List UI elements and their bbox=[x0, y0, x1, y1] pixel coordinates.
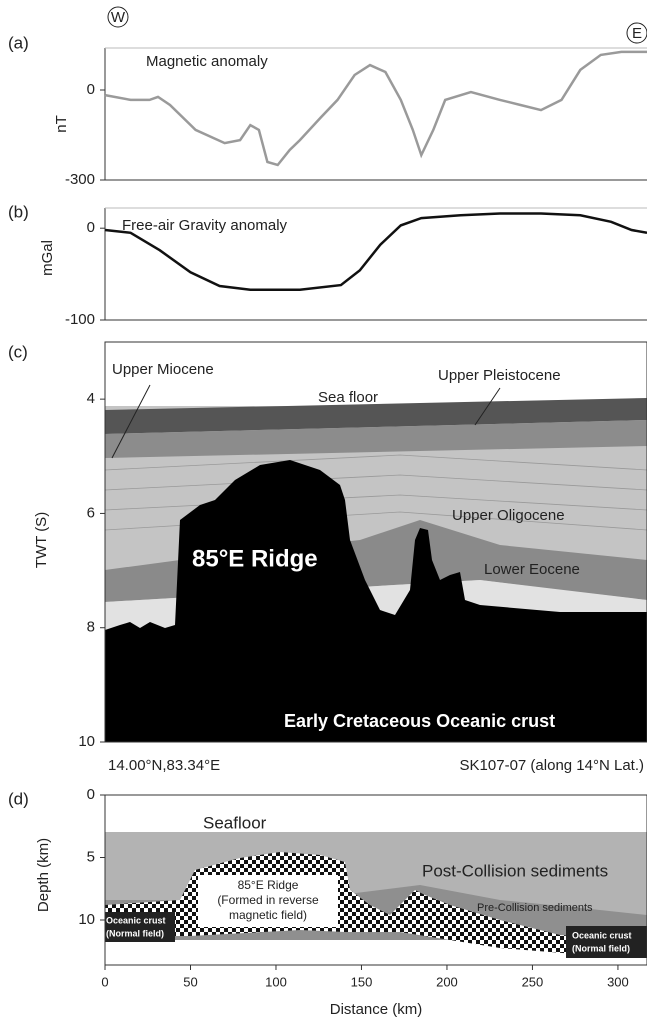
crust-label: Oceanic crust bbox=[572, 930, 632, 940]
west-marker: W bbox=[111, 9, 126, 26]
y-tick-label: 4 bbox=[87, 390, 95, 407]
marker-circle bbox=[626, 22, 647, 44]
east-marker: E bbox=[632, 25, 642, 42]
layer-label: Early Cretaceous Oceanic crust bbox=[284, 711, 555, 731]
profile-line bbox=[104, 50, 647, 167]
note: SK107-07 (along 14°N Lat.) bbox=[460, 757, 644, 774]
layer-label: Seafloor bbox=[203, 813, 267, 832]
profile-line bbox=[104, 212, 647, 291]
x-axis-label: Distance (km) bbox=[330, 1001, 423, 1018]
ridge-label: 85°E Ridge bbox=[192, 545, 318, 572]
y-tick-label: 8 bbox=[87, 619, 95, 636]
depth-section bbox=[104, 794, 647, 966]
y-tick-label: -100 bbox=[65, 311, 95, 328]
x-tick-label: 0 bbox=[101, 974, 108, 989]
ridge-label: magnetic field) bbox=[229, 908, 307, 922]
layer-label: Upper Miocene bbox=[112, 361, 214, 378]
arrow bbox=[111, 384, 151, 459]
panel-label: (b) bbox=[8, 202, 29, 221]
layer-label: Upper Oligocene bbox=[452, 507, 565, 524]
y-tick-label: 10 bbox=[78, 911, 95, 928]
y-tick-label: -300 bbox=[65, 171, 95, 188]
y-tick-label: 5 bbox=[87, 848, 95, 865]
ridge-label: (Formed in reverse bbox=[217, 893, 319, 907]
y-axis-label: Depth (km) bbox=[35, 838, 52, 912]
layer-label: Post-Collision sediments bbox=[422, 861, 608, 880]
x-tick-label: 100 bbox=[265, 974, 287, 989]
y-tick-label: 0 bbox=[87, 786, 95, 803]
y-axis-label: mGal bbox=[39, 240, 56, 276]
panel-title: Magnetic anomaly bbox=[146, 53, 268, 70]
crust-label: (Normal field) bbox=[106, 928, 164, 938]
x-tick-label: 250 bbox=[522, 974, 544, 989]
layer-label: Lower Eocene bbox=[484, 561, 580, 578]
y-tick-label: 0 bbox=[87, 81, 95, 98]
panel-label: (d) bbox=[8, 789, 29, 808]
arrow bbox=[474, 387, 501, 426]
x-tick-label: 200 bbox=[436, 974, 458, 989]
y-axis-label: nT bbox=[53, 115, 70, 133]
layer-label: Sea floor bbox=[318, 389, 378, 406]
seismic-section bbox=[104, 341, 647, 743]
crust-label: (Normal field) bbox=[572, 943, 630, 953]
layer-label: Upper Pleistocene bbox=[438, 367, 561, 384]
marker-circle bbox=[107, 6, 129, 28]
panel-title: Free-air Gravity anomaly bbox=[122, 217, 288, 234]
note: 14.00°N,83.34°E bbox=[108, 757, 220, 774]
x-tick-label: 150 bbox=[351, 974, 373, 989]
y-tick-label: 10 bbox=[78, 733, 95, 750]
panel-label: (c) bbox=[8, 342, 28, 361]
panel-label: (a) bbox=[8, 33, 29, 52]
x-tick-label: 300 bbox=[607, 974, 629, 989]
y-axis-label: TWT (S) bbox=[33, 512, 50, 568]
crust-label: Oceanic crust bbox=[106, 915, 166, 925]
y-tick-label: 6 bbox=[87, 504, 95, 521]
x-tick-label: 50 bbox=[183, 974, 197, 989]
y-tick-label: 0 bbox=[87, 219, 95, 236]
layer-label: Pre-Collision sediments bbox=[477, 902, 593, 914]
ridge-label: 85°E Ridge bbox=[238, 878, 299, 892]
